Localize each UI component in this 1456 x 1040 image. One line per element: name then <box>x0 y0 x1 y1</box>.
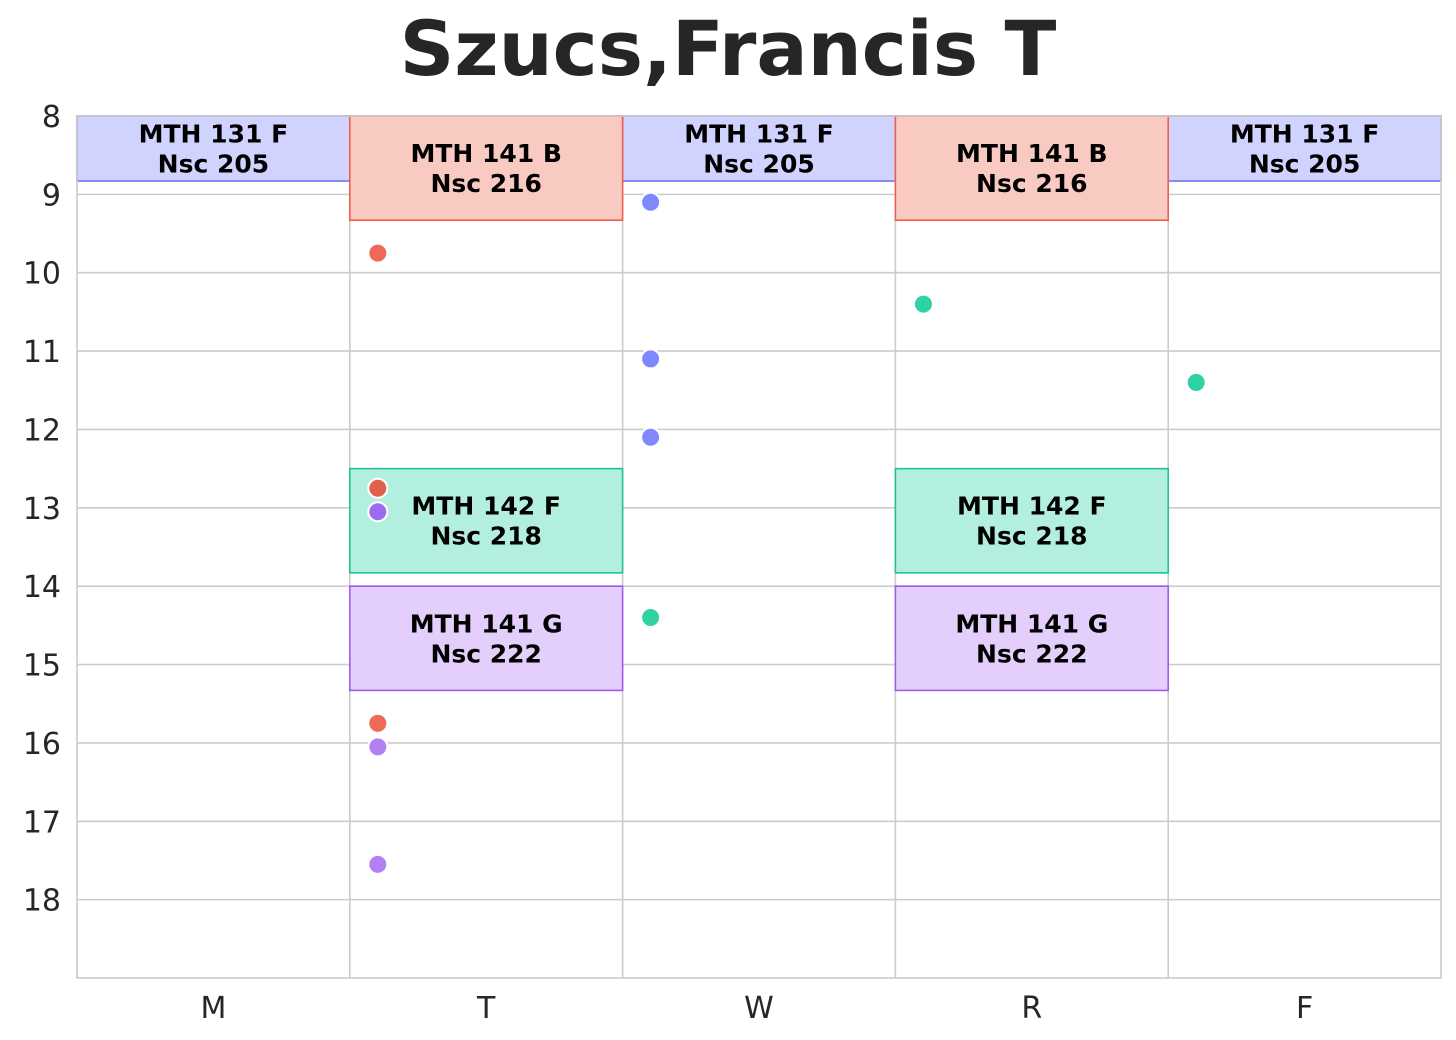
data-point <box>640 348 662 370</box>
class-block-course: MTH 131 F <box>139 120 289 149</box>
data-point <box>912 293 934 315</box>
y-tick-label: 9 <box>42 178 61 213</box>
plot-frame <box>76 115 1442 979</box>
data-points <box>367 191 1207 875</box>
y-tick-label: 13 <box>23 492 61 527</box>
data-point <box>367 477 389 499</box>
y-tick-label: 16 <box>23 727 61 762</box>
data-point <box>1185 371 1207 393</box>
class-block-rect <box>894 585 1170 692</box>
class-block-room: Nsc 222 <box>430 639 542 668</box>
class-block-course: MTH 141 G <box>955 609 1108 638</box>
class-block-room: Nsc 222 <box>976 639 1088 668</box>
class-block-rect <box>348 585 624 692</box>
chart-title: Szucs,Francis T <box>399 4 1057 93</box>
y-tick-label: 12 <box>23 413 61 448</box>
x-tick-label: T <box>476 991 496 1026</box>
data-point <box>367 736 389 758</box>
grid-lines <box>77 115 1441 978</box>
data-point <box>367 712 389 734</box>
class-block-rect <box>894 115 1170 222</box>
x-tick-label: F <box>1296 991 1313 1026</box>
data-point <box>640 191 662 213</box>
class-block-rect <box>348 115 624 222</box>
class-block-course: MTH 142 F <box>957 492 1107 521</box>
x-tick-label: M <box>200 991 226 1026</box>
class-block-course: MTH 131 F <box>1230 120 1380 149</box>
class-block-rect <box>348 467 624 574</box>
y-tick-label: 17 <box>23 805 61 840</box>
x-tick-label: R <box>1021 991 1042 1026</box>
y-tick-label: 8 <box>42 100 61 135</box>
plot-border <box>76 115 1442 979</box>
class-block-room: Nsc 216 <box>430 169 542 198</box>
data-point <box>640 426 662 448</box>
y-tick-label: 18 <box>23 884 61 919</box>
class-block-course: MTH 131 F <box>684 120 834 149</box>
class-block-room: Nsc 216 <box>976 169 1088 198</box>
class-block-course: MTH 141 G <box>410 609 563 638</box>
y-tick-label: 14 <box>23 570 61 605</box>
data-point <box>367 242 389 264</box>
axis-labels: 8 9 10 11 12 13 14 15 16 17 18 M T W R F <box>23 100 1313 1026</box>
class-block-course: MTH 142 F <box>411 492 561 521</box>
class-block-room: Nsc 205 <box>158 150 270 179</box>
class-block-course: MTH 141 B <box>410 139 562 168</box>
class-block-room: Nsc 218 <box>430 522 542 551</box>
data-point <box>367 501 389 523</box>
data-point <box>367 853 389 875</box>
class-block-room: Nsc 218 <box>976 522 1088 551</box>
y-tick-label: 10 <box>23 257 61 292</box>
class-block-room: Nsc 205 <box>1249 150 1361 179</box>
class-block-course: MTH 141 B <box>956 139 1108 168</box>
y-tick-label: 11 <box>23 335 61 370</box>
class-block-rect <box>894 467 1170 574</box>
x-tick-label: W <box>744 991 774 1026</box>
class-block-room: Nsc 205 <box>703 150 815 179</box>
y-tick-label: 15 <box>23 649 61 684</box>
data-point <box>640 607 662 629</box>
